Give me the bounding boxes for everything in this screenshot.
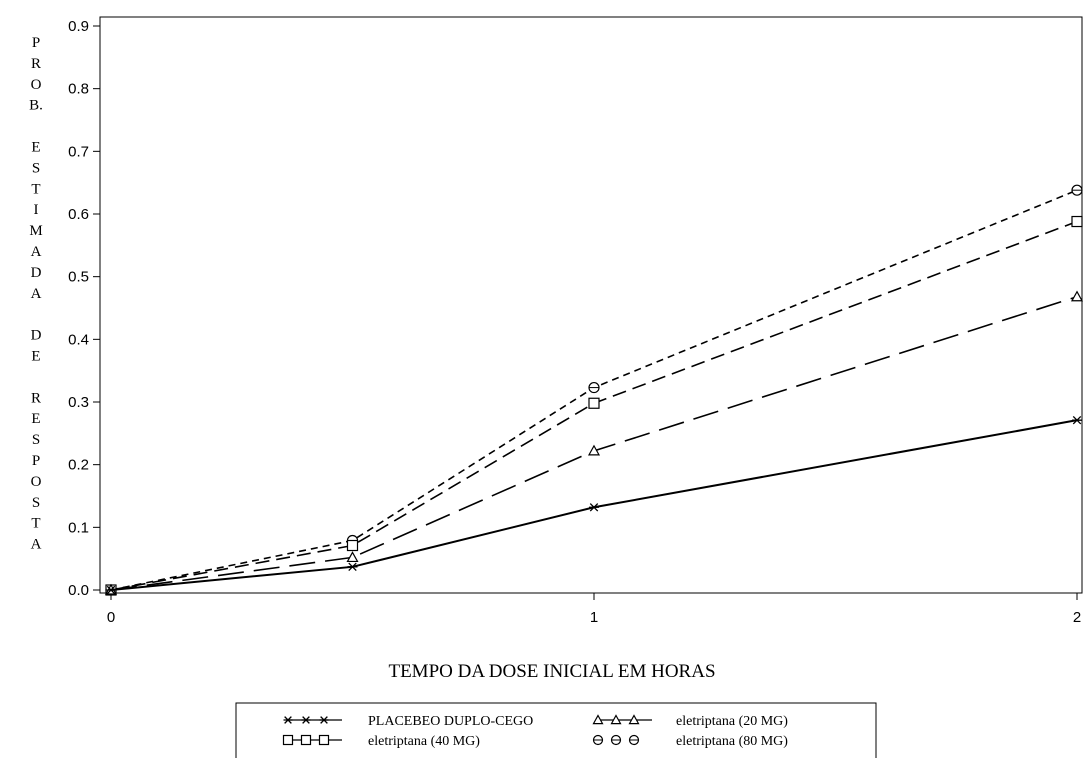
legend-label: eletriptana (20 MG): [676, 714, 788, 729]
y-axis-label-char: M: [29, 223, 42, 239]
y-axis-label-char: A: [31, 537, 42, 553]
marker-square: [588, 397, 600, 409]
y-axis-label-char: R: [31, 56, 41, 72]
legend-item: eletriptana (80 MG): [592, 734, 788, 749]
y-axis-label-char: A: [31, 286, 42, 302]
y-axis-label-char: E: [31, 140, 40, 156]
y-tick-label: 0.8: [68, 81, 89, 98]
y-axis-label-char: T: [31, 181, 40, 197]
y-axis-label-char: S: [32, 495, 40, 511]
marker-square: [300, 734, 312, 746]
y-axis-label-char: T: [31, 516, 40, 532]
marker-triangle: [628, 714, 640, 725]
marker-triangle: [346, 551, 359, 563]
marker-triangle: [1070, 290, 1084, 302]
legend-item: PLACEBEO DUPLO-CEGO: [283, 714, 533, 729]
legend: PLACEBEO DUPLO-CEGO eletriptana (20 MG) el…: [235, 702, 877, 758]
legend-box: [235, 702, 877, 758]
marker-triangle: [610, 714, 622, 725]
y-axis-label-char: O: [31, 77, 42, 93]
y-axis-label-char: E: [31, 411, 40, 427]
y-tick-label: 0.1: [68, 519, 89, 536]
legend-label: eletriptana (40 MG): [368, 734, 480, 749]
marker-square: [346, 539, 359, 552]
plot-frame: [99, 16, 1083, 594]
marker-square: [1071, 215, 1083, 228]
y-tick-label: 0.4: [68, 331, 89, 348]
y-axis-label-char: S: [32, 432, 40, 448]
x-axis-label: TEMPO DA DOSE INICIAL EM HORAS: [388, 661, 715, 682]
y-axis-label-char: D: [31, 328, 42, 344]
marker-triangle: [587, 444, 601, 456]
x-tick-label: 0: [107, 609, 115, 626]
x-tick-label: 1: [590, 609, 598, 626]
marker-star: [106, 585, 116, 595]
marker-star: [283, 716, 293, 724]
marker-star: [347, 562, 358, 572]
plot-series: [104, 184, 1084, 596]
x-axis: 0 1 2: [107, 593, 1081, 626]
marker-star: [589, 503, 599, 512]
y-tick-label: 0.7: [68, 143, 89, 160]
marker-triangle: [592, 714, 604, 725]
y-axis-label-char: I: [34, 202, 39, 218]
marker-square: [318, 734, 330, 746]
series-triangle: [104, 290, 1084, 595]
series-line: [110, 295, 1078, 591]
legend-item: eletriptana (40 MG): [282, 734, 480, 749]
y-axis-label-char: E: [31, 349, 40, 365]
y-tick-label: 0.9: [68, 18, 89, 35]
y-axis-label-char: P: [32, 35, 40, 51]
series-square: [105, 215, 1083, 596]
marker-star: [1072, 415, 1082, 425]
x-tick-label: 2: [1073, 609, 1081, 626]
series-line: [110, 220, 1078, 591]
y-axis-label-char: B.: [29, 98, 43, 114]
series-line: [110, 419, 1078, 591]
y-tick-label: 0.2: [68, 457, 89, 474]
series-circle: [105, 184, 1083, 596]
legend-label: eletriptana (80 MG): [676, 734, 788, 749]
y-tick-label: 0.6: [68, 206, 89, 223]
marker-star: [301, 716, 311, 724]
y-axis-label-char: S: [32, 160, 40, 176]
legend-item: eletriptana (20 MG): [592, 714, 788, 729]
legend-label: PLACEBEO DUPLO-CEGO: [368, 714, 533, 729]
y-axis-label-char: O: [31, 474, 42, 490]
y-tick-label: 0.5: [68, 269, 89, 286]
marker-star: [319, 716, 329, 724]
series-star: [106, 415, 1082, 595]
y-axis: 0.0 0.1 0.2 0.3 0.4 0.5 0.6 0.7 0.8 0.9: [68, 18, 100, 599]
y-axis-label-char: R: [31, 390, 41, 406]
y-tick-label: 0.0: [68, 582, 89, 599]
marker-square: [282, 734, 294, 746]
y-tick-label: 0.3: [68, 394, 89, 411]
series-line: [110, 189, 1078, 591]
y-axis-label-char: A: [31, 244, 42, 260]
y-axis-label-char: D: [31, 265, 42, 281]
y-axis-label-char: P: [32, 453, 40, 469]
